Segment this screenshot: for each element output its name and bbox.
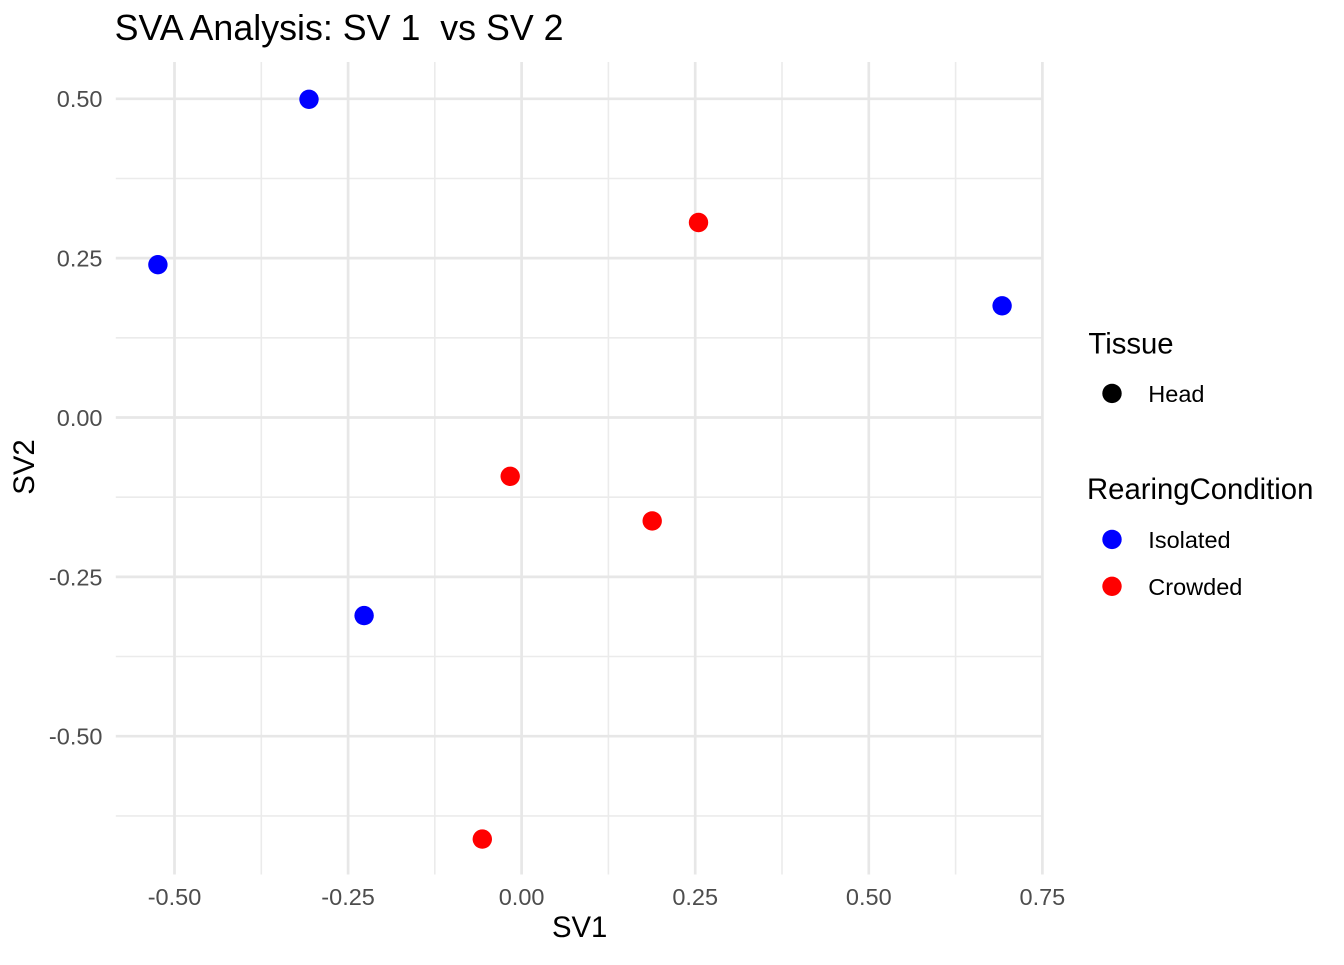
svg-text:0.75: 0.75 xyxy=(1020,884,1066,910)
svg-text:Crowded: Crowded xyxy=(1148,574,1242,600)
svg-text:0.25: 0.25 xyxy=(57,246,103,272)
svg-text:-0.50: -0.50 xyxy=(148,884,202,910)
svg-text:SVA Analysis: SV 1 vs SV 2: SVA Analysis: SV 1 vs SV 2 xyxy=(115,8,564,48)
svg-text:-0.50: -0.50 xyxy=(49,724,103,750)
svg-text:0.50: 0.50 xyxy=(846,884,892,910)
svg-text:0.25: 0.25 xyxy=(672,884,718,910)
svg-text:-0.25: -0.25 xyxy=(49,564,103,590)
svg-text:SV1: SV1 xyxy=(552,911,607,944)
svg-text:-0.25: -0.25 xyxy=(321,884,375,910)
svg-text:Tissue: Tissue xyxy=(1088,328,1173,361)
svg-text:SV2: SV2 xyxy=(8,439,41,494)
svg-text:0.00: 0.00 xyxy=(499,884,545,910)
svg-text:Head: Head xyxy=(1148,381,1204,407)
svg-text:RearingCondition: RearingCondition xyxy=(1087,473,1313,506)
svg-text:Isolated: Isolated xyxy=(1148,527,1230,553)
svg-text:0.50: 0.50 xyxy=(57,86,103,112)
svg-text:0.00: 0.00 xyxy=(57,405,103,431)
